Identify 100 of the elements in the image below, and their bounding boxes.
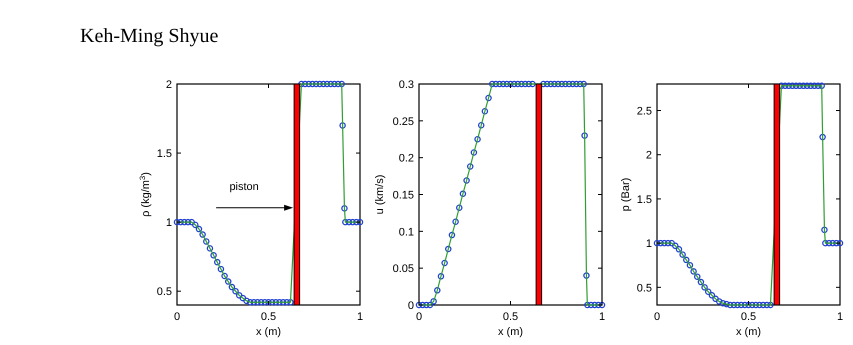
y-axis-title: p (Bar) [620,178,632,212]
point [690,268,697,275]
y-tick-label: 0.15 [392,190,414,202]
point [184,218,192,226]
x-axis-title: x (m) [498,326,524,338]
point [778,82,785,90]
point [448,232,456,238]
y-tick-label: 2.5 [636,106,652,118]
point [821,226,828,234]
point [188,218,195,226]
point [698,278,704,286]
y-tick-label: 0.5 [156,286,172,298]
point [460,190,466,198]
point [174,218,180,226]
point [786,82,792,90]
point [214,258,221,266]
point [232,288,239,294]
y-tick-label: 1.5 [636,194,652,206]
point [312,80,320,88]
point [679,251,686,258]
point [723,300,730,308]
point [423,302,430,308]
point [485,94,492,102]
point [573,80,580,88]
point [224,278,232,285]
point [272,298,280,306]
point [558,80,565,88]
point [240,294,246,302]
point [792,82,800,90]
point [203,238,210,245]
y-tick-label: 2 [166,79,172,91]
point [686,262,694,268]
point [548,80,554,88]
point [720,300,726,306]
point [276,298,283,306]
point [814,82,822,90]
point [526,80,532,88]
point [287,298,294,306]
y-tick-label: 1 [646,238,652,250]
point [316,80,323,88]
point [452,218,459,226]
point [206,245,214,252]
point [482,108,488,115]
point [342,218,349,226]
x-axis-title: x (m) [736,326,762,338]
point [492,80,500,88]
point [581,132,588,139]
point [243,298,250,304]
y-tick-label: 0.1 [398,226,414,238]
point [504,80,510,88]
point [738,302,744,308]
point [818,82,825,90]
point [500,80,506,88]
point [742,302,748,308]
point [819,134,826,140]
point [833,240,840,246]
point [474,136,481,142]
point [416,302,422,308]
point [569,80,576,88]
point [331,80,338,88]
point [196,226,202,232]
point [353,218,360,226]
point [507,80,514,88]
point [745,302,752,308]
point [554,80,562,88]
point [683,256,690,264]
point [258,298,264,306]
point [426,302,434,308]
point [598,302,606,308]
point [716,298,722,305]
point [726,302,734,308]
point [478,122,484,129]
point [514,80,522,88]
point [339,122,346,129]
y-tick-label: 0.3 [398,79,414,91]
point [694,273,701,280]
point [262,298,268,306]
x-tick-label: 0 [416,311,422,323]
point [701,284,708,291]
point [456,204,463,212]
point [356,218,364,226]
y-tick-label: 0 [408,300,414,312]
x-tick-label: 0 [174,311,180,323]
point [284,298,290,306]
point [221,272,228,280]
point [349,218,356,226]
point [822,240,829,246]
x-tick-label: 0.5 [502,311,518,323]
point [518,80,525,88]
point [199,231,206,238]
point [430,298,437,305]
point [584,302,591,308]
y-axis-title: u (km/s) [374,174,386,214]
point [306,80,312,88]
point [529,80,536,88]
point [704,288,712,295]
point [800,82,807,90]
point [712,296,719,302]
point [327,80,334,88]
point [760,302,766,308]
